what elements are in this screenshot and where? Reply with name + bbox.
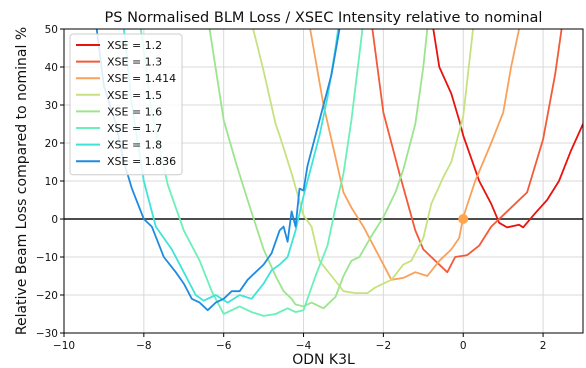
y-axis-ticks: −30 −20 −10 0 10 20 30 40 50 [36, 24, 64, 340]
nominal-point [458, 214, 469, 224]
legend-label: XSE = 1.3 [107, 56, 162, 69]
y-tick-label: 50 [45, 24, 58, 36]
x-tick-label: −6 [216, 340, 232, 352]
legend-label: XSE = 1.2 [107, 39, 162, 52]
series-line [95, 29, 341, 312]
y-tick-label: 0 [51, 214, 58, 226]
x-tick-label: −2 [376, 340, 391, 352]
series-line [208, 29, 429, 310]
legend-label: XSE = 1.414 [107, 72, 176, 85]
x-axis-ticks: −10 −8 −6 −4 −2 0 2 [53, 333, 547, 352]
series-line [139, 29, 364, 317]
series-line [122, 29, 340, 304]
x-tick-label: −8 [136, 340, 151, 352]
legend-label: XSE = 1.836 [107, 155, 176, 168]
legend-label: XSE = 1.5 [107, 89, 162, 102]
y-axis-label: Relative Beam Loss compared to nominal % [14, 27, 30, 335]
series-line [309, 29, 521, 281]
x-tick-label: 2 [540, 340, 547, 352]
series-line [252, 29, 474, 295]
y-tick-label: 40 [45, 62, 58, 74]
y-tick-label: −10 [36, 252, 58, 264]
y-tick-label: 30 [45, 100, 58, 112]
y-tick-label: −20 [36, 290, 58, 302]
y-tick-label: 10 [45, 176, 58, 188]
series-line [371, 29, 563, 274]
series-layer [95, 29, 583, 317]
chart-title: PS Normalised BLM Loss / XSEC Intensity … [105, 10, 543, 26]
legend-label: XSE = 1.6 [107, 105, 162, 118]
legend-label: XSE = 1.7 [107, 122, 162, 135]
legend-label: XSE = 1.8 [107, 139, 162, 152]
y-tick-label: −30 [36, 328, 58, 340]
series-line [432, 29, 583, 229]
x-tick-label: −10 [53, 340, 75, 352]
x-tick-label: 0 [460, 340, 467, 352]
x-axis-label: ODN K3L [292, 352, 355, 368]
x-tick-label: −4 [296, 340, 312, 352]
legend: XSE = 1.2 XSE = 1.3 XSE = 1.414 XSE = 1.5 XS… [69, 33, 183, 176]
legend-box [69, 33, 183, 176]
y-tick-label: 20 [45, 138, 58, 150]
nominal-marker-layer [458, 214, 469, 224]
